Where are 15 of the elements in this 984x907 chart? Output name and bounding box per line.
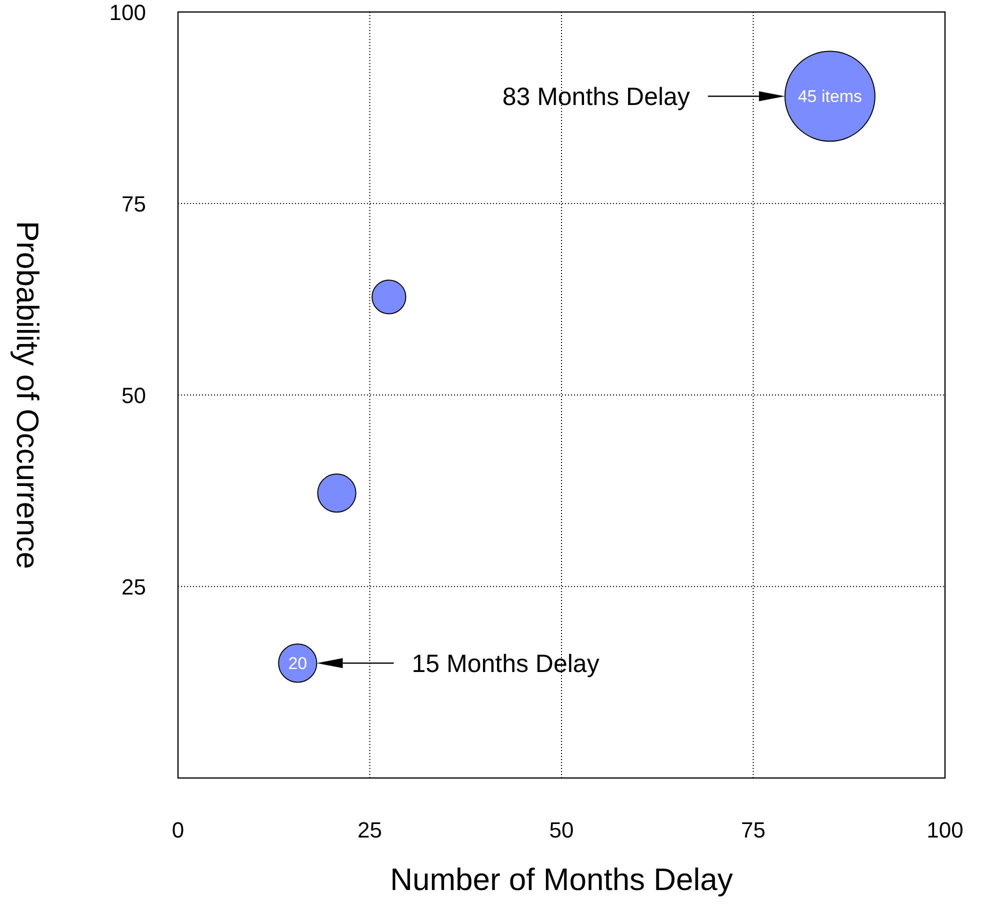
x-tick-label: 75 — [741, 818, 766, 843]
x-axis-title: Number of Months Delay — [390, 862, 734, 897]
y-tick-label: 50 — [122, 382, 146, 408]
y-tick-label: 75 — [122, 191, 146, 216]
y-tick-label: 25 — [122, 574, 146, 600]
annotation: 45 items — [798, 87, 862, 106]
x-tick-label: 50 — [549, 818, 574, 843]
annotation: 15 Months Delay — [412, 650, 600, 678]
y-axis-title: Probability of Occurrence — [10, 220, 45, 570]
annotation: 83 Months Delay — [502, 83, 690, 112]
y-tick-label: 100 — [109, 0, 146, 25]
x-tick-label: 0 — [172, 818, 184, 843]
x-tick-label: 25 — [358, 818, 382, 843]
annotation: 20 — [288, 654, 308, 674]
x-tick-label: 100 — [926, 818, 964, 843]
